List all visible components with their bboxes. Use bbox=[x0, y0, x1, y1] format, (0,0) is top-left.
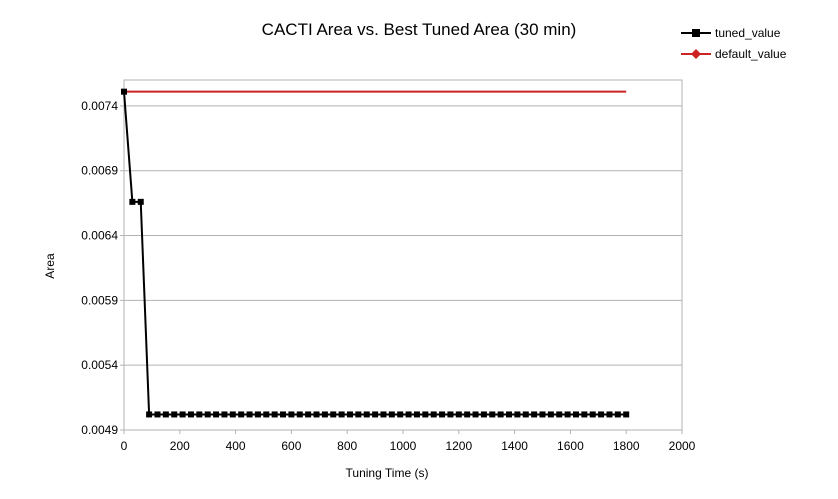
data-point bbox=[229, 411, 236, 418]
data-point bbox=[179, 411, 186, 418]
data-point bbox=[430, 411, 437, 418]
data-point bbox=[271, 411, 278, 418]
x-tick-label: 1200 bbox=[445, 439, 472, 453]
data-point bbox=[137, 198, 144, 205]
data-point bbox=[380, 411, 387, 418]
data-point bbox=[187, 411, 194, 418]
data-point bbox=[280, 411, 287, 418]
data-point bbox=[506, 411, 513, 418]
x-axis-ticks: 0 200 400 600 800 1000 1200 1400 1600 1800 2000 bbox=[121, 430, 696, 453]
x-tick-label: 1600 bbox=[557, 439, 584, 453]
x-tick-label: 400 bbox=[226, 439, 246, 453]
x-axis-label: Tuning Time (s) bbox=[346, 466, 429, 480]
data-point bbox=[556, 411, 563, 418]
data-point bbox=[321, 411, 328, 418]
data-point bbox=[489, 411, 496, 418]
data-point bbox=[338, 411, 345, 418]
data-point bbox=[514, 411, 521, 418]
x-tick-label: 200 bbox=[170, 439, 190, 453]
series-tuned_value bbox=[121, 88, 630, 418]
data-point bbox=[313, 411, 320, 418]
y-tick-label: 0.0069 bbox=[81, 164, 118, 178]
data-point bbox=[397, 411, 404, 418]
data-point bbox=[413, 411, 420, 418]
data-point bbox=[330, 411, 337, 418]
data-point bbox=[296, 411, 303, 418]
data-point bbox=[238, 411, 245, 418]
data-point bbox=[162, 411, 169, 418]
x-tick-label: 2000 bbox=[669, 439, 696, 453]
legend-square-marker bbox=[692, 29, 700, 37]
data-point bbox=[480, 411, 487, 418]
data-point bbox=[146, 411, 153, 418]
y-tick-label: 0.0054 bbox=[81, 358, 118, 372]
x-tick-label: 1800 bbox=[613, 439, 640, 453]
y-tick-label: 0.0059 bbox=[81, 293, 118, 307]
data-point bbox=[589, 411, 596, 418]
data-point bbox=[213, 411, 220, 418]
legend-diamond-marker bbox=[691, 49, 701, 59]
x-tick-label: 800 bbox=[337, 439, 357, 453]
data-point bbox=[346, 411, 353, 418]
data-point bbox=[363, 411, 370, 418]
y-axis-label: Area bbox=[43, 253, 57, 279]
data-point bbox=[547, 411, 554, 418]
chart-title: CACTI Area vs. Best Tuned Area (30 min) bbox=[262, 20, 577, 39]
data-point bbox=[388, 411, 395, 418]
data-point bbox=[623, 411, 630, 418]
data-point bbox=[564, 411, 571, 418]
data-point bbox=[464, 411, 471, 418]
data-point bbox=[472, 411, 479, 418]
y-tick-label: 0.0064 bbox=[81, 229, 118, 243]
data-point bbox=[405, 411, 412, 418]
plot-frame bbox=[123, 79, 683, 431]
data-point bbox=[221, 411, 228, 418]
x-tick-label: 1400 bbox=[501, 439, 528, 453]
data-point bbox=[263, 411, 270, 418]
data-point bbox=[288, 411, 295, 418]
data-point bbox=[422, 411, 429, 418]
data-point bbox=[129, 198, 136, 205]
data-point bbox=[246, 411, 253, 418]
data-point bbox=[606, 411, 613, 418]
data-point bbox=[305, 411, 312, 418]
legend: tuned_value default_value bbox=[681, 26, 787, 61]
plot-area bbox=[121, 79, 683, 431]
data-point bbox=[254, 411, 261, 418]
data-point bbox=[121, 88, 127, 95]
data-point bbox=[572, 411, 579, 418]
data-point bbox=[581, 411, 588, 418]
x-tick-label: 1000 bbox=[390, 439, 417, 453]
data-point bbox=[614, 411, 621, 418]
data-point bbox=[372, 411, 379, 418]
y-tick-label: 0.0074 bbox=[81, 99, 118, 113]
legend-item-default_value: default_value bbox=[681, 47, 787, 61]
data-point bbox=[497, 411, 504, 418]
data-point bbox=[196, 411, 203, 418]
data-point bbox=[539, 411, 546, 418]
grid bbox=[124, 105, 682, 431]
data-point bbox=[447, 411, 454, 418]
data-point bbox=[154, 411, 161, 418]
data-point bbox=[598, 411, 605, 418]
data-point bbox=[355, 411, 362, 418]
legend-item-tuned_value: tuned_value bbox=[681, 26, 781, 40]
y-tick-label: 0.0049 bbox=[81, 423, 118, 437]
legend-label: tuned_value bbox=[715, 26, 781, 40]
data-point bbox=[455, 411, 462, 418]
data-point bbox=[171, 411, 178, 418]
data-point bbox=[531, 411, 538, 418]
series-layer bbox=[121, 88, 630, 418]
legend-label: default_value bbox=[715, 47, 787, 61]
data-point bbox=[204, 411, 211, 418]
x-tick-label: 600 bbox=[281, 439, 301, 453]
data-point bbox=[439, 411, 446, 418]
x-tick-label: 0 bbox=[121, 439, 128, 453]
y-axis-ticks: 0.0049 0.0054 0.0059 0.0064 0.0069 0.0074 bbox=[81, 99, 124, 437]
data-point bbox=[522, 411, 529, 418]
